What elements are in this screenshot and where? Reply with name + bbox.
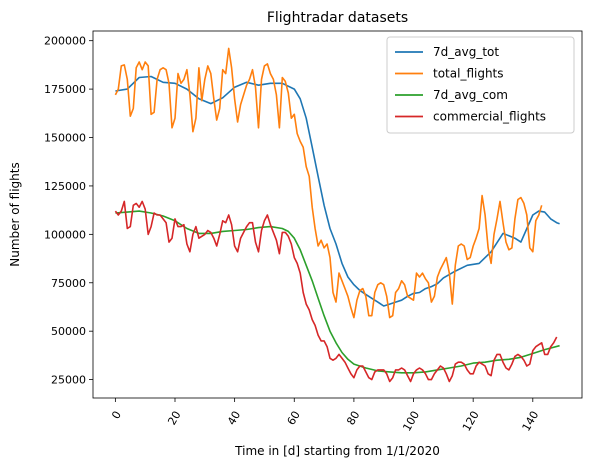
y-axis-label: Number of flights [8, 162, 22, 266]
plot-frame [92, 30, 583, 399]
x-tick-label: 20 [165, 409, 183, 428]
series-line-commercial_flights [114, 200, 558, 383]
y-tick-label: 75000 [51, 277, 86, 290]
x-tick-label: 40 [225, 409, 243, 428]
legend-box [386, 36, 575, 134]
plot-lines [114, 47, 560, 383]
legend: 7d_avg_tot total_flights 7d_avg_comcommerc… [386, 36, 575, 134]
y-tick-label: 50000 [51, 325, 86, 338]
legend-entry-7d_avg_com: 7d_avg_com [433, 88, 508, 102]
y-tick-label: 125000 [44, 180, 86, 193]
series-line-7d_avg_com [115, 210, 560, 374]
legend-entry-commercial_flights: commercial_flights [433, 110, 546, 124]
legend-entry-total_flights: total_flights [433, 67, 504, 81]
y-tick-label: 150000 [44, 132, 86, 145]
y-tick-label: 175000 [44, 83, 86, 96]
y-axis: 25000 50000 75000 100000 125000 150000 175000 2… [44, 35, 93, 387]
y-tick-label: 200000 [44, 35, 86, 48]
legend-entry-7d_avg_tot: 7d_avg_tot [433, 45, 499, 59]
y-tick-label: 100000 [44, 228, 86, 241]
x-axis-label: Time in [d] starting from 1/1/2020 [234, 444, 440, 458]
x-tick-label: 60 [285, 409, 303, 428]
chart-title: Flightradar datasets [267, 10, 408, 26]
x-tick-label: 80 [344, 409, 362, 428]
y-tick-label: 25000 [51, 374, 86, 387]
series-line-total_flights [114, 47, 543, 319]
